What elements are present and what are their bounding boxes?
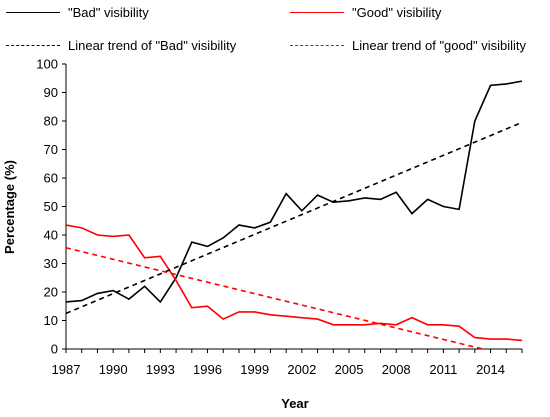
x-tick-label: 1987 bbox=[52, 362, 81, 377]
y-tick-label: 10 bbox=[44, 313, 58, 328]
chart-series bbox=[65, 80, 523, 350]
bad-trend-line bbox=[65, 121, 523, 315]
y-tick-label: 20 bbox=[44, 285, 58, 300]
legend-item-good: "Good" visibility bbox=[290, 5, 441, 20]
y-tick-label: 50 bbox=[44, 199, 58, 214]
x-tick-label: 2005 bbox=[335, 362, 364, 377]
y-tick-label: 90 bbox=[44, 85, 58, 100]
bad-visibility-line bbox=[65, 80, 523, 304]
legend-swatch-bad-trend bbox=[6, 45, 60, 46]
legend-item-bad: "Bad" visibility bbox=[6, 5, 149, 20]
legend-label-good: "Good" visibility bbox=[352, 5, 442, 20]
y-tick-label: 60 bbox=[44, 171, 58, 186]
y-tick-label: 40 bbox=[44, 228, 58, 243]
chart-legend: "Bad" visibility "Good" visibility Linea… bbox=[0, 0, 550, 60]
y-tick-label: 100 bbox=[36, 57, 58, 72]
good-visibility-line bbox=[65, 224, 523, 342]
x-axis-title: Year bbox=[281, 396, 308, 411]
x-tick-label: 2014 bbox=[476, 362, 505, 377]
chart-axes: 0 10 20 30 40 50 60 70 80 90 100 1987 1990 1993 1996 19… bbox=[36, 57, 523, 377]
legend-swatch-good-trend bbox=[290, 45, 344, 46]
x-tick-label: 2011 bbox=[429, 362, 457, 377]
legend-label-bad: "Bad" visibility bbox=[68, 5, 149, 20]
x-tick-label: 2008 bbox=[382, 362, 411, 377]
legend-label-bad-trend: Linear trend of "Bad" visibility bbox=[68, 38, 237, 53]
x-tick-label: 1996 bbox=[193, 362, 222, 377]
y-tick-label: 0 bbox=[51, 342, 58, 357]
x-tick-label: 1999 bbox=[240, 362, 269, 377]
x-tick-label: 1993 bbox=[146, 362, 175, 377]
legend-item-good-trend: Linear trend of "good" visibility bbox=[290, 38, 526, 53]
y-tick-label: 70 bbox=[44, 142, 58, 157]
legend-swatch-bad bbox=[6, 12, 60, 13]
x-tick-label: 1990 bbox=[99, 362, 128, 377]
legend-item-bad-trend: Linear trend of "Bad" visibility bbox=[6, 38, 236, 53]
y-tick-label: 30 bbox=[44, 256, 58, 271]
y-axis-title: Percentage (%) bbox=[2, 160, 17, 254]
legend-swatch-good bbox=[290, 12, 344, 13]
legend-label-good-trend: Linear trend of "good" visibility bbox=[352, 38, 526, 53]
y-tick-label: 80 bbox=[44, 114, 58, 129]
x-tick-label: 2002 bbox=[287, 362, 316, 377]
